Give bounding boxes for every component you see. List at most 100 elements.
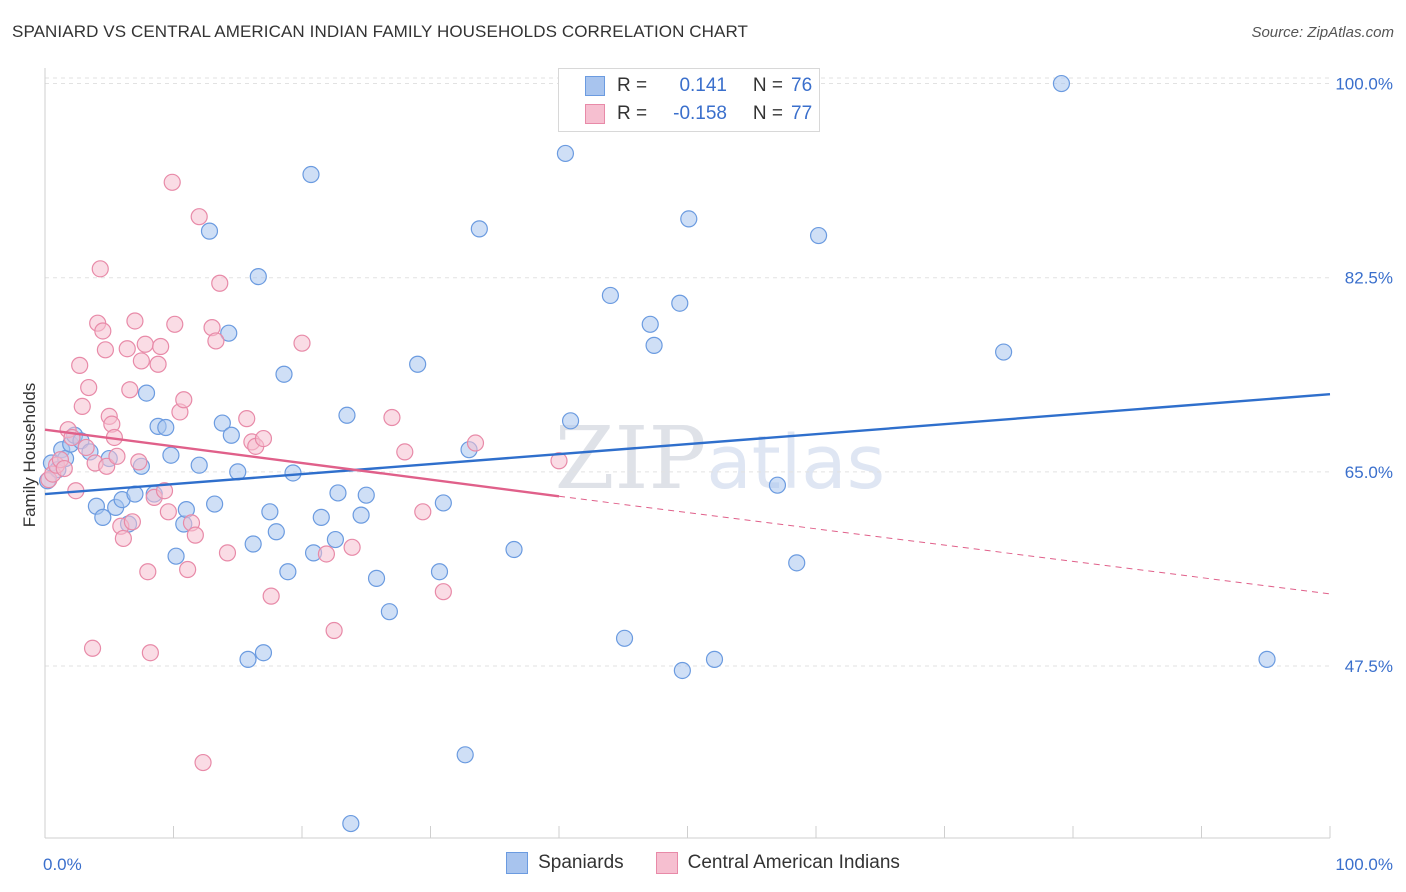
y-tick-label: 82.5% [1345,269,1393,288]
central-american-indians-trend-line-extension [558,495,1331,595]
spaniards-point [329,484,347,502]
central-american-indians-point [94,322,112,340]
central-american-indians-point [155,482,174,500]
spaniards-point [601,286,620,305]
spaniards-point [261,503,279,521]
spaniards-point [430,563,449,581]
spaniards-point [220,324,238,342]
central-american-indians-point [96,341,114,359]
central-american-indians-point [136,335,154,353]
central-american-indians-point [207,332,225,350]
spaniards-point [338,406,356,424]
central-american-indians-point [211,274,229,292]
correlation-legend: R = 0.141 N = 76 R = -0.158 N = 77 [558,68,820,132]
spaniards-point [206,495,224,513]
spaniards-point [326,530,345,549]
spaniards-point [768,476,787,494]
chart-source: Source: ZipAtlas.com [1251,24,1394,41]
central-american-indians-point [159,503,177,521]
legend-r-label: R = [617,75,648,96]
spaniards-point [249,267,267,286]
spaniards-point [357,486,375,504]
spaniards-point [239,650,257,668]
spaniards-point [167,547,185,565]
spaniards-point [200,222,219,240]
spaniards-point [244,535,262,553]
x-tick-label-max: 100.0% [1335,855,1393,874]
spaniards-point [284,464,302,482]
central-american-indians-point [91,260,109,278]
central-american-indians-point [126,312,144,330]
central-american-indians-point [179,560,197,579]
central-american-indians-point [194,753,212,772]
central-american-indians-point [254,429,273,448]
legend-n-value: 77 [791,103,813,124]
central-american-indians-point [139,563,157,581]
y-axis-label: Family Households [20,382,39,528]
spaniards-point [615,629,634,647]
spaniards-point [352,506,370,524]
spaniards-point [456,746,474,764]
spaniards-point [809,226,828,245]
central-american-indians-point [114,529,132,548]
spaniards-point [157,418,175,437]
central-american-indians-point [434,583,452,601]
central-american-indians-point [175,391,193,409]
series-legend-spaniards[interactable]: Spaniards [506,852,624,874]
legend-n-label: N = [752,75,783,96]
series-swatch-central-american-indians [655,852,678,874]
spaniards-point [434,494,452,512]
spaniards-point [380,603,398,621]
central-american-indians-point [163,173,181,191]
legend-n-value: 76 [791,75,813,96]
spaniards-point [645,336,663,354]
spaniards-point [312,508,330,526]
central-american-indians-point [383,408,401,427]
central-american-indians-trend-line [44,428,560,498]
legend-row-central-american-indians: R = -0.158 N = 77 [559,100,812,128]
y-tick-label: 65.0% [1345,463,1393,482]
central-american-indians-point [73,397,91,416]
series-label-central-american-indians: Central American Indians [687,852,900,873]
central-american-indians-point [149,355,167,373]
central-american-indians-point [550,452,568,470]
legend-swatch-spaniards [585,76,605,96]
spaniards-point [561,412,580,430]
spaniards-point [275,365,293,383]
spaniards-point [705,650,724,668]
spaniards-point [302,165,320,184]
central-american-indians-point [152,337,170,356]
spaniards-point [505,540,523,559]
legend-r-value: 0.141 [679,75,727,96]
central-american-indians-point [77,438,95,457]
central-american-indians-point [123,513,141,531]
legend-row-spaniards: R = 0.141 N = 76 [559,72,812,100]
central-american-indians-point [98,457,116,475]
central-american-indians-point [317,545,336,563]
series-legend-central-american-indians[interactable]: Central American Indians [655,852,900,874]
central-american-indians-point [80,378,98,397]
legend-r-value: -0.158 [673,103,727,124]
spaniards-point [222,426,240,444]
chart-title: SPANIARD VS CENTRAL AMERICAN INDIAN FAMI… [12,22,749,41]
spaniards-point [1258,650,1276,668]
central-american-indians-point [190,208,208,226]
central-american-indians-point [118,340,136,358]
spaniards-point [556,144,575,163]
central-american-indians-point [141,644,159,662]
central-american-indians-point [325,621,343,640]
central-american-indians-point [186,526,204,544]
y-tick-label: 47.5% [1345,657,1393,676]
central-american-indians-point [166,315,184,333]
central-american-indians-point [466,434,485,452]
central-american-indians-point [396,443,414,461]
central-american-indians-point [293,334,311,352]
spaniards-point [995,343,1013,361]
series-label-spaniards: Spaniards [538,852,624,873]
central-american-indians-point [218,544,237,562]
series-swatch-spaniards [506,852,529,874]
central-american-indians-point [414,503,432,521]
spaniards-point [213,414,231,432]
spaniards-point [470,220,488,238]
